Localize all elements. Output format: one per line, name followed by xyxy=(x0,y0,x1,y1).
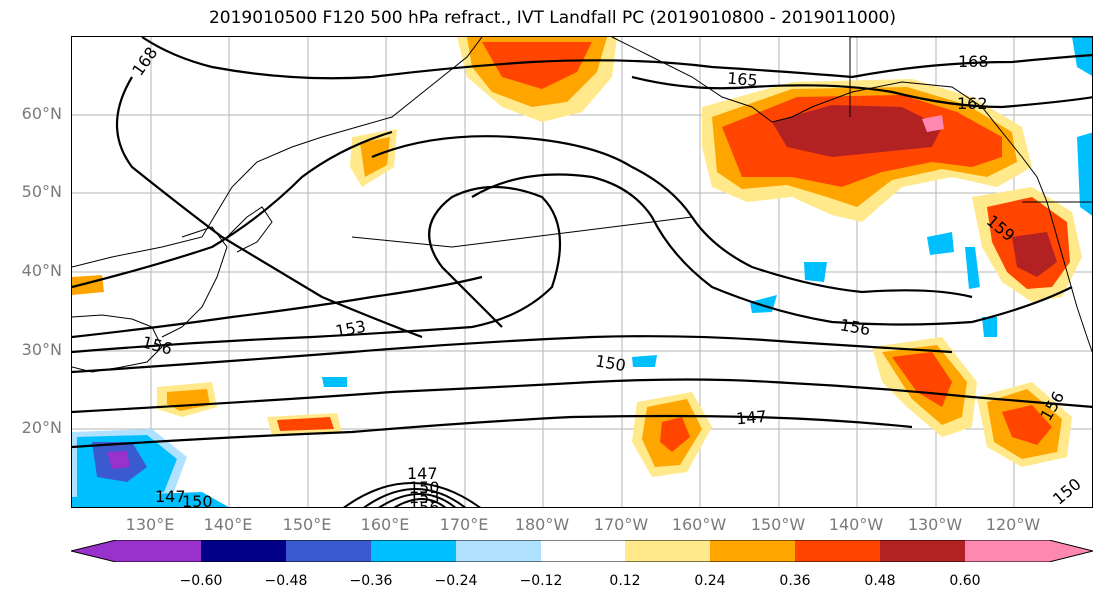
colorbar-tick: 0.36 xyxy=(779,573,811,589)
map-panel: 168 165 168 162 159 153 156 156 150 147 … xyxy=(71,36,1093,508)
colorbar-high-extend xyxy=(1049,540,1093,562)
colorbar-segment xyxy=(965,540,1049,562)
contour-label: 147 xyxy=(155,487,186,506)
colorbar-tick: −0.24 xyxy=(434,573,478,589)
height-contours xyxy=(72,37,1092,449)
colorbar-tick: −0.60 xyxy=(179,573,223,589)
colorbar-tick: −0.12 xyxy=(519,573,563,589)
colorbar-segment xyxy=(286,540,371,562)
lon-label-160w: 160°W xyxy=(671,515,727,534)
contour-label: 165 xyxy=(726,69,758,91)
contour-label: 153 xyxy=(409,488,440,507)
colorbar-segment xyxy=(371,540,456,562)
contour-label: 147 xyxy=(735,407,767,429)
figure-title: 2019010500 F120 500 hPa refract., IVT La… xyxy=(208,8,896,28)
contour-label: 162 xyxy=(957,94,988,113)
lon-label-140e: 140°E xyxy=(203,515,253,534)
colorbar-segment xyxy=(116,540,201,562)
positive-anomaly-shading xyxy=(72,37,1082,477)
colorbar-segment xyxy=(625,540,710,562)
contour-label: 150 xyxy=(594,351,627,375)
contour-label: 150 xyxy=(409,478,440,497)
contour-label: 156 xyxy=(140,332,174,358)
colorbar-segment xyxy=(456,540,541,562)
colorbar-tick: 0.12 xyxy=(609,573,641,589)
colorbar-segment xyxy=(880,540,965,562)
contour-label: 156 xyxy=(839,315,872,339)
lon-label-160e: 160°E xyxy=(360,515,410,534)
lon-label-130w: 130°W xyxy=(907,515,963,534)
colorbar-segment xyxy=(710,540,795,562)
lon-label-140w: 140°W xyxy=(828,515,884,534)
lon-label-120w: 120°W xyxy=(985,515,1041,534)
lat-label-50n: 50°N xyxy=(21,182,62,201)
colorbar-tick: 0.24 xyxy=(694,573,726,589)
contour-label: 168 xyxy=(128,43,161,79)
lon-label-170w: 170°W xyxy=(593,515,649,534)
colorbar-tick: 0.60 xyxy=(949,573,981,589)
contour-label: 153 xyxy=(334,317,367,341)
colorbar-tick: −0.36 xyxy=(349,573,393,589)
lon-label-130e: 130°E xyxy=(125,515,175,534)
lat-label-30n: 30°N xyxy=(21,340,62,359)
lat-label-60n: 60°N xyxy=(21,104,62,123)
colorbar-tick: 0.48 xyxy=(864,573,896,589)
low-center-contours xyxy=(343,482,481,507)
map-svg: 168 165 168 162 159 153 156 156 150 147 … xyxy=(72,37,1092,508)
contour-label: 147 xyxy=(407,464,438,483)
lat-label-20n: 20°N xyxy=(21,418,62,437)
lon-label-150w: 150°W xyxy=(750,515,806,534)
lat-label-40n: 40°N xyxy=(21,261,62,280)
lon-label-170e: 170°E xyxy=(439,515,489,534)
colorbar xyxy=(71,540,1093,562)
contour-label: 150 xyxy=(1049,474,1085,508)
colorbar-low-extend xyxy=(71,540,116,562)
colorbar-tick: −0.48 xyxy=(264,573,308,589)
colorbar-segment xyxy=(541,540,625,562)
lon-label-180w: 180°W xyxy=(514,515,570,534)
contour-label: 150 xyxy=(182,492,213,508)
contour-label: 156 xyxy=(409,498,440,508)
colorbar-segment xyxy=(201,540,286,562)
contour-label: 168 xyxy=(958,52,989,71)
lon-label-150e: 150°E xyxy=(282,515,332,534)
colorbar-segment xyxy=(795,540,880,562)
